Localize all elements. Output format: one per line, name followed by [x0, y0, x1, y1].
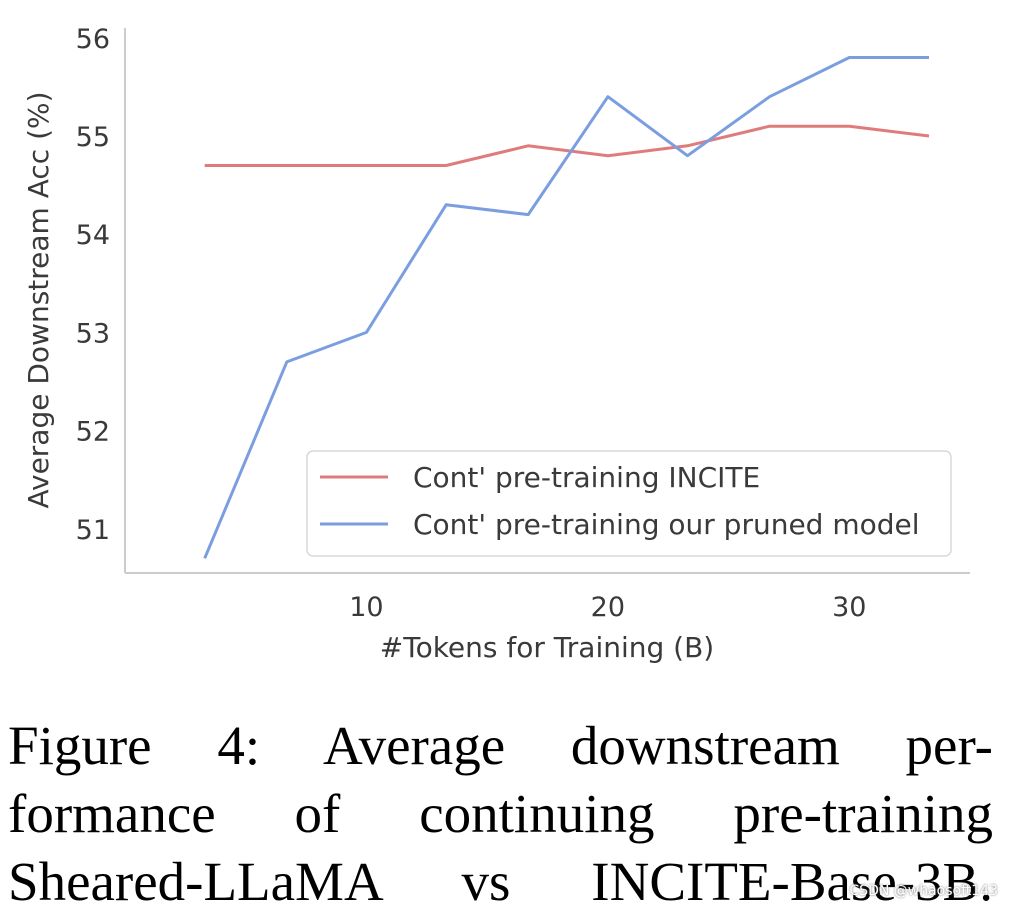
y-tick-label: 56: [76, 24, 110, 55]
y-tick-label: 54: [76, 220, 110, 251]
caption-line: Figure 4: Average downstream per-: [8, 715, 993, 776]
figure-caption: Figure 4: Average downstream per- forman…: [8, 712, 993, 916]
caption-line: formance of continuing pre-training: [8, 783, 993, 844]
y-tick-label: 55: [76, 122, 110, 153]
x-tick-label: 10: [349, 592, 383, 623]
legend-label-pruned: Cont' pre-training our pruned model: [413, 508, 920, 541]
y-axis-title: Average Downstream Acc (%): [22, 91, 55, 508]
line-chart: 51 52 53 54 55 56 10 20 30 #Tokens for Training…: [22, 24, 970, 664]
x-axis-title: #Tokens for Training (B): [380, 631, 714, 664]
y-tick-label: 51: [76, 515, 110, 546]
series-lines: [203, 56, 930, 559]
legend-box: [306, 450, 952, 557]
y-tick-label: 52: [76, 417, 110, 448]
legend: Cont' pre-training INCITE Cont' pre-trai…: [306, 450, 952, 557]
series-line-incite: [204, 124, 930, 167]
legend-label-incite: Cont' pre-training INCITE: [413, 461, 760, 494]
x-tick-labels: 10 20 30: [349, 592, 866, 623]
series-line-pruned: [203, 56, 929, 559]
caption-line: Sheared-LLaMA vs INCITE-Base-3B.: [8, 851, 993, 912]
y-tick-label: 53: [76, 318, 110, 349]
x-tick-label: 30: [832, 592, 866, 623]
y-tick-labels: 51 52 53 54 55 56: [76, 24, 110, 546]
watermark: CSDN @whaosoft143: [849, 883, 998, 899]
x-tick-label: 20: [591, 592, 625, 623]
